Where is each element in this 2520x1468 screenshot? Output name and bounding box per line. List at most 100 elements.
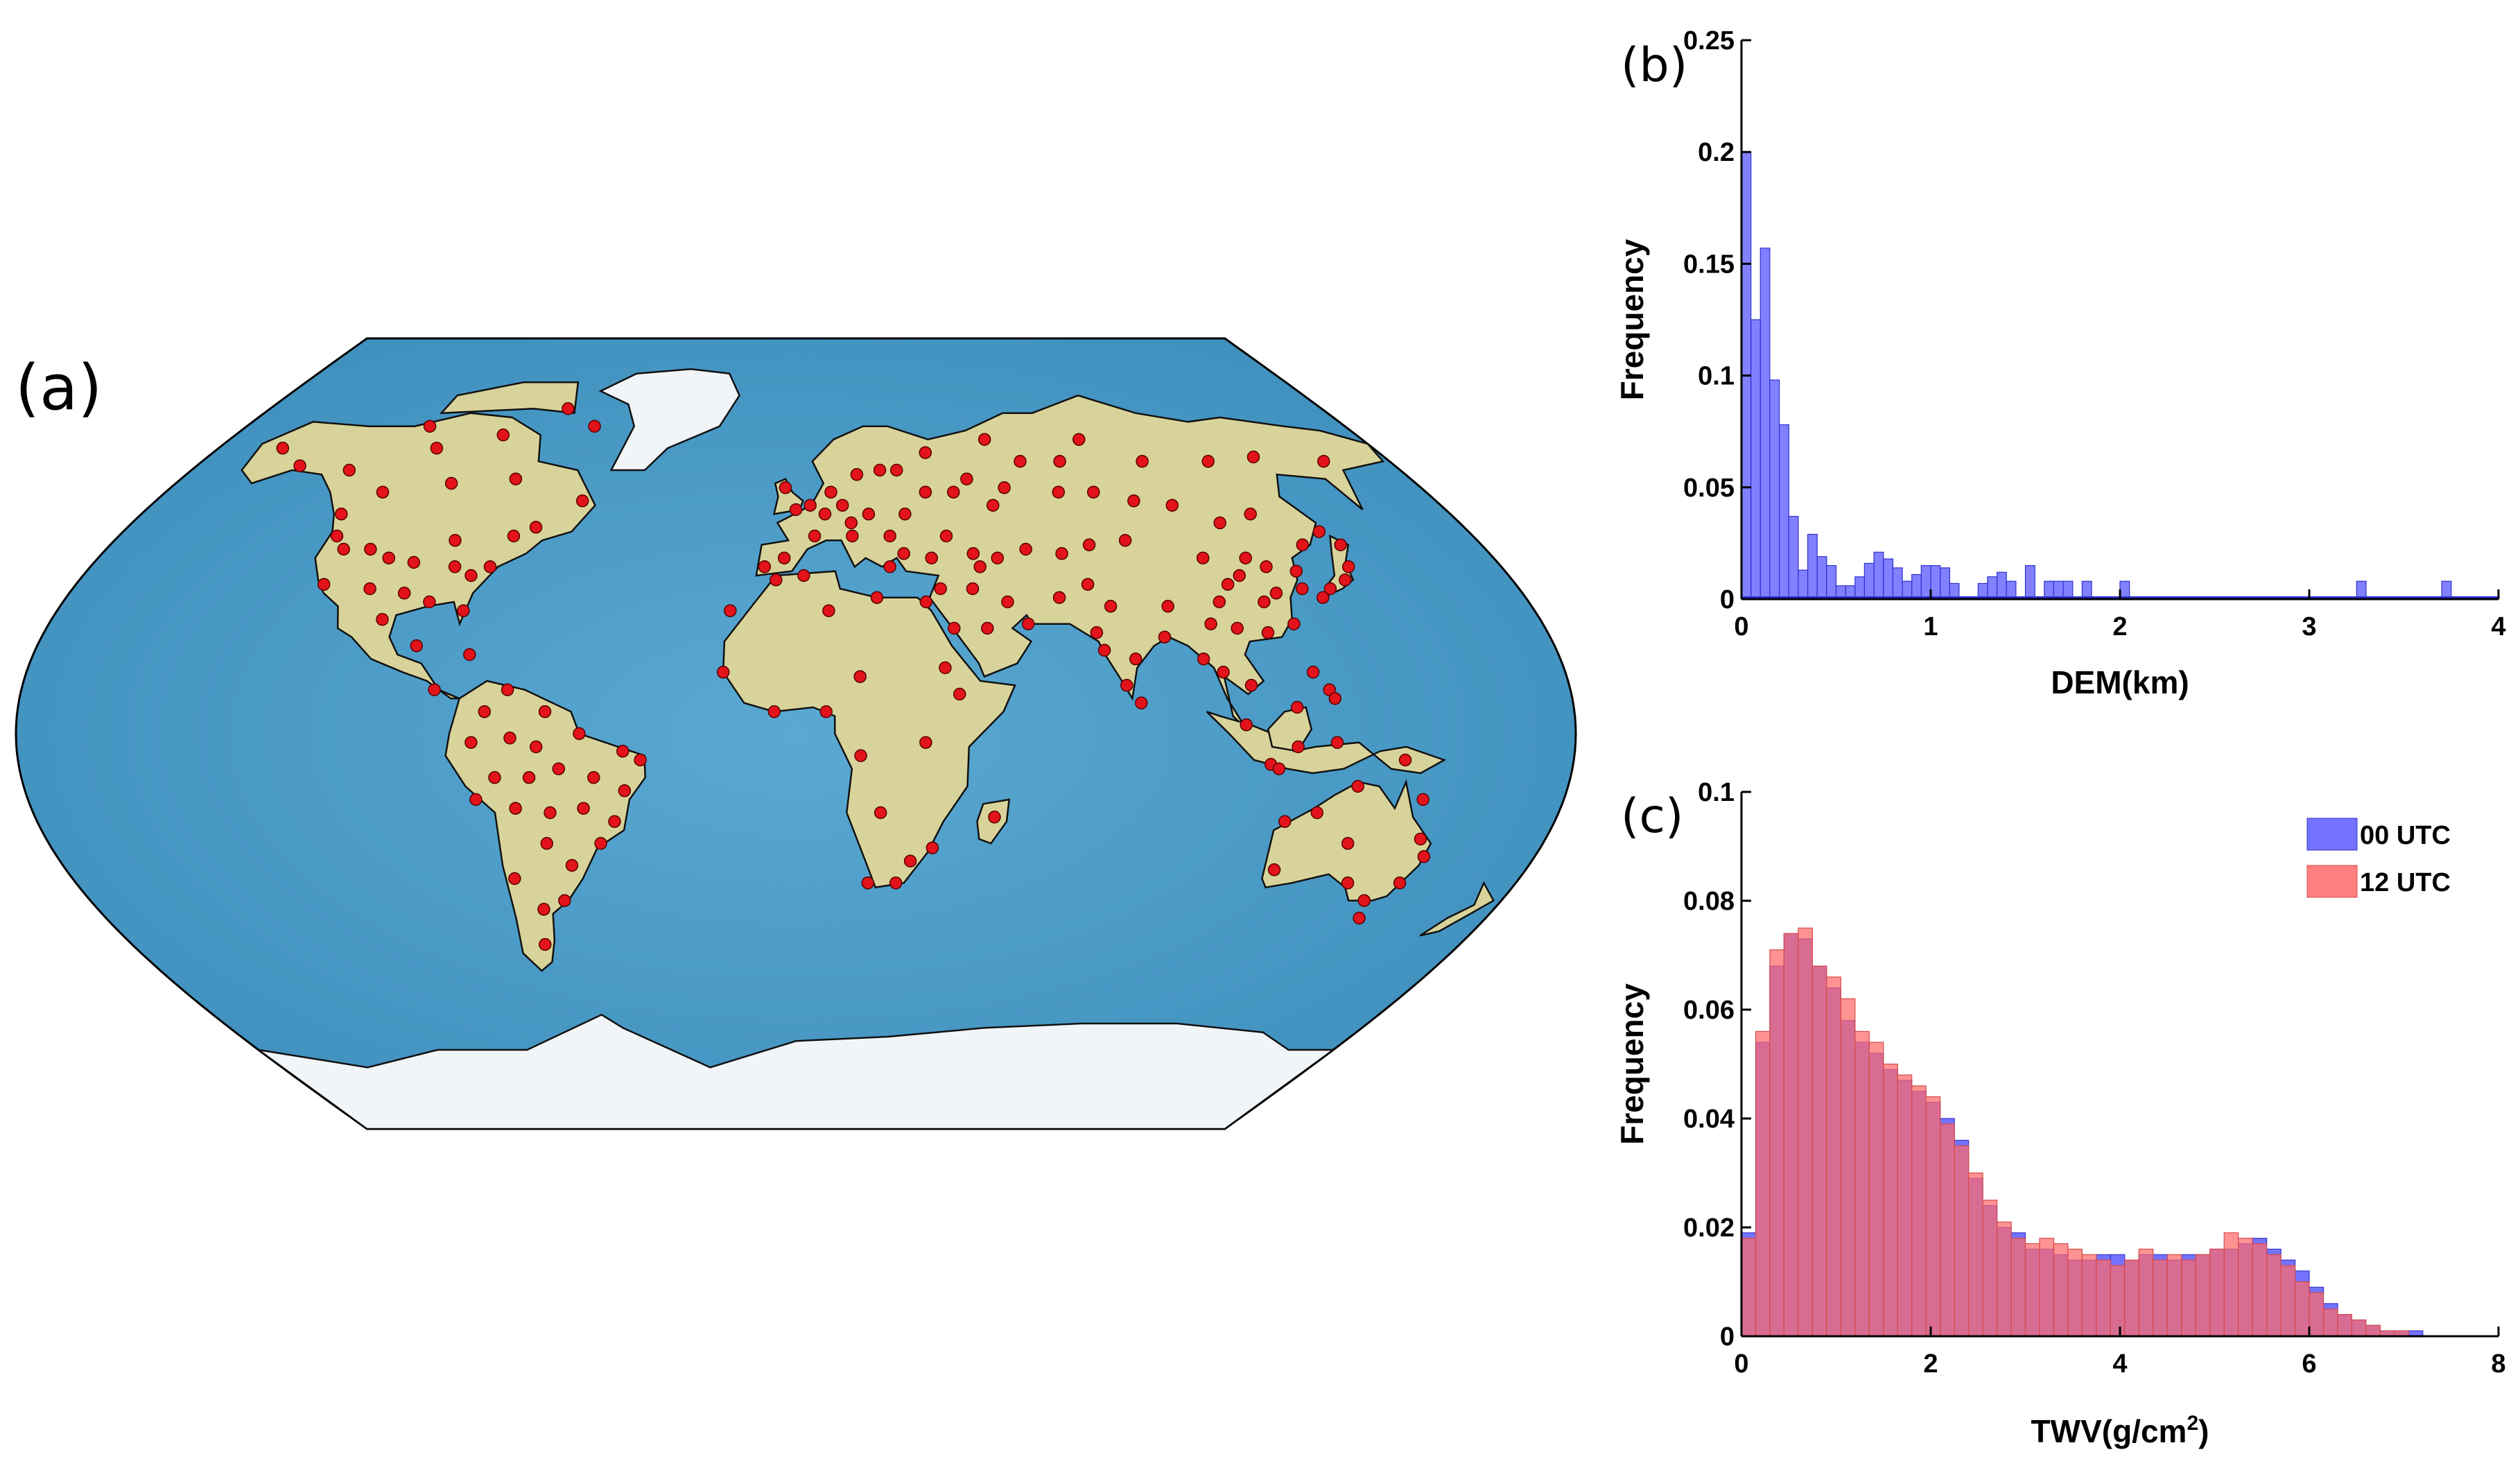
twv-y-axis-label: Frequency xyxy=(1614,983,1650,1145)
station-marker xyxy=(724,604,737,617)
station-marker xyxy=(1158,630,1172,644)
station-marker xyxy=(1231,621,1244,635)
station-marker xyxy=(925,551,938,564)
dem-histogram: 0 0.05 0.1 0.15 0.2 0.25 0 1 2 3 4 DEM(km) Frequen… xyxy=(1614,26,2506,700)
station-marker xyxy=(873,463,887,477)
y-tick-label: 0.25 xyxy=(1683,26,1735,55)
station-marker xyxy=(1357,894,1371,907)
dem-bar xyxy=(1892,567,1903,600)
station-marker xyxy=(822,604,835,617)
twv-bar-12utc xyxy=(2053,1243,2069,1337)
station-marker xyxy=(1398,753,1412,767)
station-marker xyxy=(998,481,1011,494)
land-new-zealand xyxy=(1419,881,1495,937)
station-marker xyxy=(616,745,629,758)
twv-bar-12utc xyxy=(1925,1096,1941,1337)
station-marker xyxy=(522,771,536,784)
station-marker xyxy=(529,521,543,534)
station-marker xyxy=(777,551,791,564)
twv-bar-12utc xyxy=(2067,1248,2083,1337)
station-marker xyxy=(587,771,600,784)
station-marker xyxy=(1213,595,1226,609)
station-marker xyxy=(575,494,589,508)
station-marker xyxy=(588,420,601,433)
land-antarctica xyxy=(258,1013,1337,1129)
station-marker xyxy=(509,472,523,485)
legend-swatch-00utc xyxy=(2306,818,2358,851)
x-tick-label: 1 xyxy=(1923,612,1938,641)
station-marker xyxy=(577,802,590,815)
twv-bar-12utc xyxy=(2010,1238,2026,1337)
station-markers xyxy=(276,402,1431,951)
legend-label-00utc: 00 UTC xyxy=(2360,821,2451,850)
twv-axes: 0 0.02 0.04 0.06 0.08 0.1 0 2 4 6 8 xyxy=(1683,778,2506,1379)
station-marker xyxy=(457,604,470,617)
twv-bar-12utc xyxy=(1769,949,1784,1337)
dem-x-axis-label: DEM(km) xyxy=(2051,664,2189,700)
station-marker xyxy=(939,661,952,675)
twv-bar-12utc xyxy=(1954,1145,1970,1337)
station-marker xyxy=(1104,600,1118,613)
station-marker xyxy=(1267,863,1281,877)
station-marker xyxy=(1353,911,1366,925)
station-marker xyxy=(1021,617,1035,630)
station-marker xyxy=(824,485,837,499)
station-marker xyxy=(496,429,510,442)
station-marker xyxy=(948,621,961,635)
station-marker xyxy=(1416,793,1430,806)
twv-x-axis-label: TWV(g/cm2) xyxy=(2031,1412,2209,1449)
station-marker xyxy=(1014,455,1027,468)
station-marker xyxy=(1351,779,1364,793)
station-marker xyxy=(1306,666,1320,679)
dem-bar xyxy=(1816,556,1827,600)
station-marker xyxy=(1258,595,1271,609)
station-marker xyxy=(966,582,980,596)
station-marker xyxy=(897,547,910,560)
twv-bar-12utc xyxy=(1982,1200,1998,1337)
station-marker xyxy=(1129,653,1142,666)
panel-label-b: (b) xyxy=(1621,38,1687,93)
land-masses xyxy=(241,368,1495,1129)
station-marker xyxy=(1081,578,1095,591)
twv-bar-12utc xyxy=(2081,1254,2097,1337)
station-marker xyxy=(1052,591,1066,604)
station-marker xyxy=(544,806,557,820)
x-tick-label: 6 xyxy=(2302,1349,2316,1379)
station-marker xyxy=(789,503,803,517)
station-marker xyxy=(1019,542,1032,556)
station-marker xyxy=(939,529,953,543)
twv-bar-12utc xyxy=(1798,927,1813,1337)
station-marker xyxy=(573,727,586,741)
station-marker xyxy=(889,877,903,890)
station-marker xyxy=(608,815,621,828)
station-marker xyxy=(919,736,932,749)
twv-bar-12utc xyxy=(2024,1243,2040,1337)
station-marker xyxy=(1239,551,1252,564)
station-marker xyxy=(335,508,348,521)
station-marker xyxy=(501,683,514,696)
x-tick-label: 3 xyxy=(2302,612,2316,641)
station-marker xyxy=(934,582,947,596)
x-tick-label: 0 xyxy=(1734,1349,1748,1379)
station-marker xyxy=(1310,806,1324,820)
station-marker xyxy=(618,784,632,797)
y-tick-label: 0 xyxy=(1720,585,1735,614)
land-north-america xyxy=(241,412,596,700)
station-marker xyxy=(1196,551,1210,564)
station-marker xyxy=(507,529,521,543)
station-marker xyxy=(634,753,647,767)
station-marker xyxy=(1287,617,1301,630)
station-marker xyxy=(919,595,933,609)
station-marker xyxy=(898,508,912,521)
twv-bar-12utc xyxy=(1854,1030,1870,1337)
station-marker xyxy=(1260,560,1273,573)
twv-bar-12utc xyxy=(2223,1232,2239,1337)
station-marker xyxy=(1417,850,1431,863)
y-tick-label: 0.1 xyxy=(1698,778,1735,807)
station-marker xyxy=(1339,573,1352,587)
twv-bar-12utc xyxy=(2280,1265,2296,1337)
station-marker xyxy=(540,837,554,850)
dem-y-axis-label: Frequency xyxy=(1614,239,1650,400)
y-tick-label: 0.06 xyxy=(1683,996,1735,1025)
